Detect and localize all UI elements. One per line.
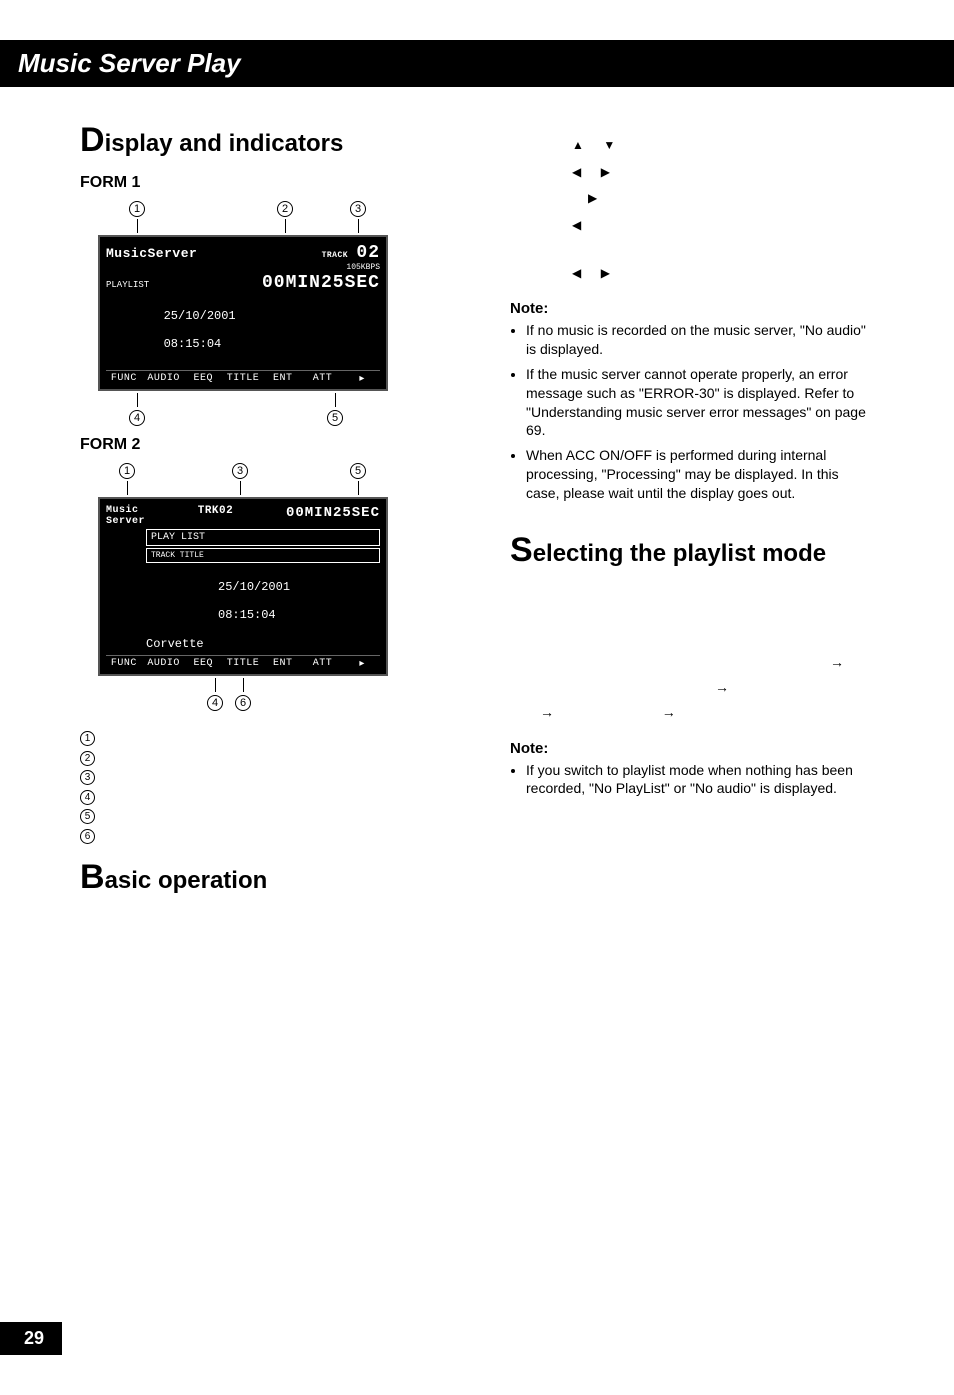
notes-list-2: If you switch to playlist mode when noth… [510,761,874,799]
heading-basic-cap: B [80,858,105,897]
lcd2-trk: TRK02 [198,505,234,517]
menu-title: TITLE [225,373,261,385]
play-arrow-icon: ▶ [588,191,597,205]
note-item: When ACC ON/OFF is performed during inte… [526,446,874,503]
callout-6b: 6 [234,676,252,711]
legend-5: 5 [80,809,95,824]
nav-arrows-block: ▲ ▼ ◀ ▶ ▶ ◀ ◀ ▶ [510,131,874,286]
lcd1-kbps: 105KBPS [106,263,380,273]
lcd1-playlist: PLAYLIST [106,280,149,291]
legend-6: 6 [80,829,95,844]
lcd2-clock: 08:15:04 [218,608,276,622]
note-item: If you switch to playlist mode when noth… [526,761,874,799]
menu-more-icon: ▸ [344,658,380,670]
note-item: If no music is recorded on the music ser… [526,321,874,359]
heading-playlist-cap: S [510,531,533,570]
callout-legend: 1 2 3 4 5 6 [80,727,480,844]
playlist-flow: → → → → [510,650,874,726]
legend-2: 2 [80,751,95,766]
heading-playlist-rest: electing the playlist mode [533,540,826,567]
lcd1-track-lbl: TRACK [322,251,349,260]
callout-1: 1 [128,200,146,235]
menu-audio: AUDIO [146,658,182,670]
lcd1-date: 25/10/2001 [164,309,236,323]
heading-display: Display and indicators [80,121,480,160]
menu-att: ATT [305,373,341,385]
right-column: ▲ ▼ ◀ ▶ ▶ ◀ ◀ ▶ Note: [500,107,874,911]
heading-display-rest: isplay and indicators [105,130,344,157]
seq-arrow-icon: → [662,704,676,720]
heading-display-cap: D [80,121,105,160]
up-arrow-icon: ▲ [572,138,584,152]
left-column: Display and indicators FORM 1 1 2 3 Musi… [80,107,480,911]
content-columns: Display and indicators FORM 1 1 2 3 Musi… [0,107,954,911]
lcd1-menubar: FUNC AUDIO EEQ TITLE ENT ATT ▸ [106,370,380,385]
left-arrow-icon: ◀ [572,165,581,179]
menu-eeq: EEQ [185,373,221,385]
callout-5: 5 [326,391,344,426]
callout-4b: 4 [206,676,224,711]
lcd2-tracktitle: TRACK TITLE [146,548,380,563]
lcd1-clock: 08:15:04 [164,337,222,351]
lcd-form2: Music Server TRK02 00MIN25SEC PLAY LIST … [98,497,388,676]
form2-callouts-bottom: 4 6 [98,676,480,711]
note-heading-1: Note: [510,300,874,317]
callout-4: 4 [128,391,146,426]
heading-playlist: Selecting the playlist mode [510,531,874,570]
note-heading-2: Note: [510,740,874,757]
lcd2-song: Corvette [146,637,380,651]
lcd2-menubar: FUNC AUDIO EEQ TITLE ENT ATT ▸ [106,655,380,670]
menu-eeq: EEQ [185,658,221,670]
note-item: If the music server cannot operate prope… [526,365,874,441]
lcd2-date: 25/10/2001 [218,580,290,594]
right-arrow-icon: ▶ [601,165,610,179]
heading-basic-rest: asic operation [105,867,268,894]
title-bar: Music Server Play [0,40,954,87]
menu-more-icon: ▸ [344,373,380,385]
lcd1-timebig: 00MIN25SEC [262,273,380,295]
lcd1-title: MusicServer [106,246,197,261]
seq-arrow-icon: → [830,654,844,670]
callout-5b: 5 [349,462,367,497]
callout-1b: 1 [118,462,136,497]
seq-arrow-icon: → [715,679,729,695]
menu-title: TITLE [225,658,261,670]
form2-label: FORM 2 [80,436,480,454]
lcd-form1: MusicServer TRACK 02 105KBPS PLAYLIST 00… [98,235,388,391]
callout-3: 3 [349,200,367,235]
form1-label: FORM 1 [80,174,480,192]
form1-callouts-bottom: 4 5 [98,391,480,426]
rev-arrow-icon: ◀ [572,218,581,232]
lcd2-playlist: PLAY LIST [146,529,380,546]
menu-audio: AUDIO [146,373,182,385]
menu-ent: ENT [265,373,301,385]
menu-func: FUNC [106,658,142,670]
notes-list-1: If no music is recorded on the music ser… [510,321,874,503]
heading-basic: Basic operation [80,858,480,897]
legend-3: 3 [80,770,95,785]
callout-2: 2 [276,200,294,235]
legend-4: 4 [80,790,95,805]
page-number-text: 29 [24,1328,44,1348]
lcd2-timebig: 00MIN25SEC [286,505,380,521]
seq-arrow-icon: → [540,704,554,720]
lcd2-title: Music Server [106,505,145,527]
menu-att: ATT [305,658,341,670]
legend-1: 1 [80,731,95,746]
lcd1-track-no: 02 [356,243,380,263]
form1-callouts-top: 1 2 3 [98,200,480,235]
form2-callouts-top: 1 3 5 [98,462,480,497]
left-arrow-icon: ◀ [572,266,581,280]
menu-func: FUNC [106,373,142,385]
right-arrow-icon: ▶ [601,266,610,280]
down-arrow-icon: ▼ [603,138,615,152]
title-bar-text: Music Server Play [18,48,241,78]
callout-3b: 3 [231,462,249,497]
menu-ent: ENT [265,658,301,670]
page-number: 29 [0,1322,62,1355]
